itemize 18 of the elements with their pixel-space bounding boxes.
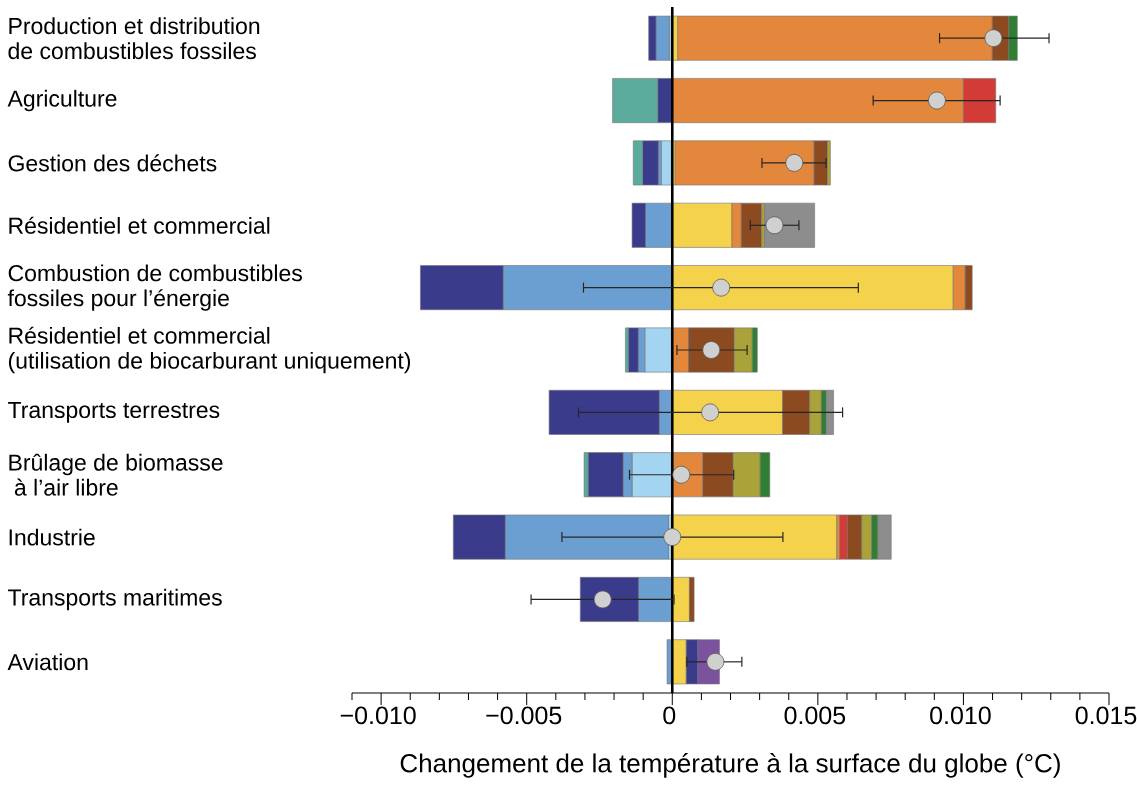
y-tick-label: Brûlage de biomasse à l’air libre <box>9 453 223 496</box>
y-tick-label: Industrie <box>9 528 95 546</box>
x-axis-title: Changement de la température à la surface du globe (°C) <box>400 753 1060 778</box>
y-tick-label: Agriculture <box>7 89 117 112</box>
y-tick-label: Combustion de combustibles fossiles pour l’énergie <box>7 264 302 311</box>
x-tick-label: 0.010 <box>930 706 991 725</box>
x-tick-label: −0.005 <box>486 706 562 725</box>
x-tick-label: 0.015 <box>1075 706 1137 725</box>
y-tick-label: Aviation <box>7 653 88 671</box>
y-tick-label: Résidentiel et commercial (utilisation de biocarburant uniquement) <box>8 326 411 374</box>
y-tick-label: Gestion des déchets <box>8 154 217 172</box>
y-tick-label: Production et distribution de combustibles fossiles <box>8 17 260 60</box>
x-tick-label: 0 <box>663 706 676 725</box>
y-tick-label: Résidentiel et commercial <box>9 216 270 234</box>
x-tick-label: −0.010 <box>340 706 416 725</box>
y-tick-label: Transports terrestres <box>8 402 220 423</box>
x-tick-label: 0.005 <box>784 706 846 725</box>
y-tick-label: Transports maritimes <box>8 588 222 611</box>
